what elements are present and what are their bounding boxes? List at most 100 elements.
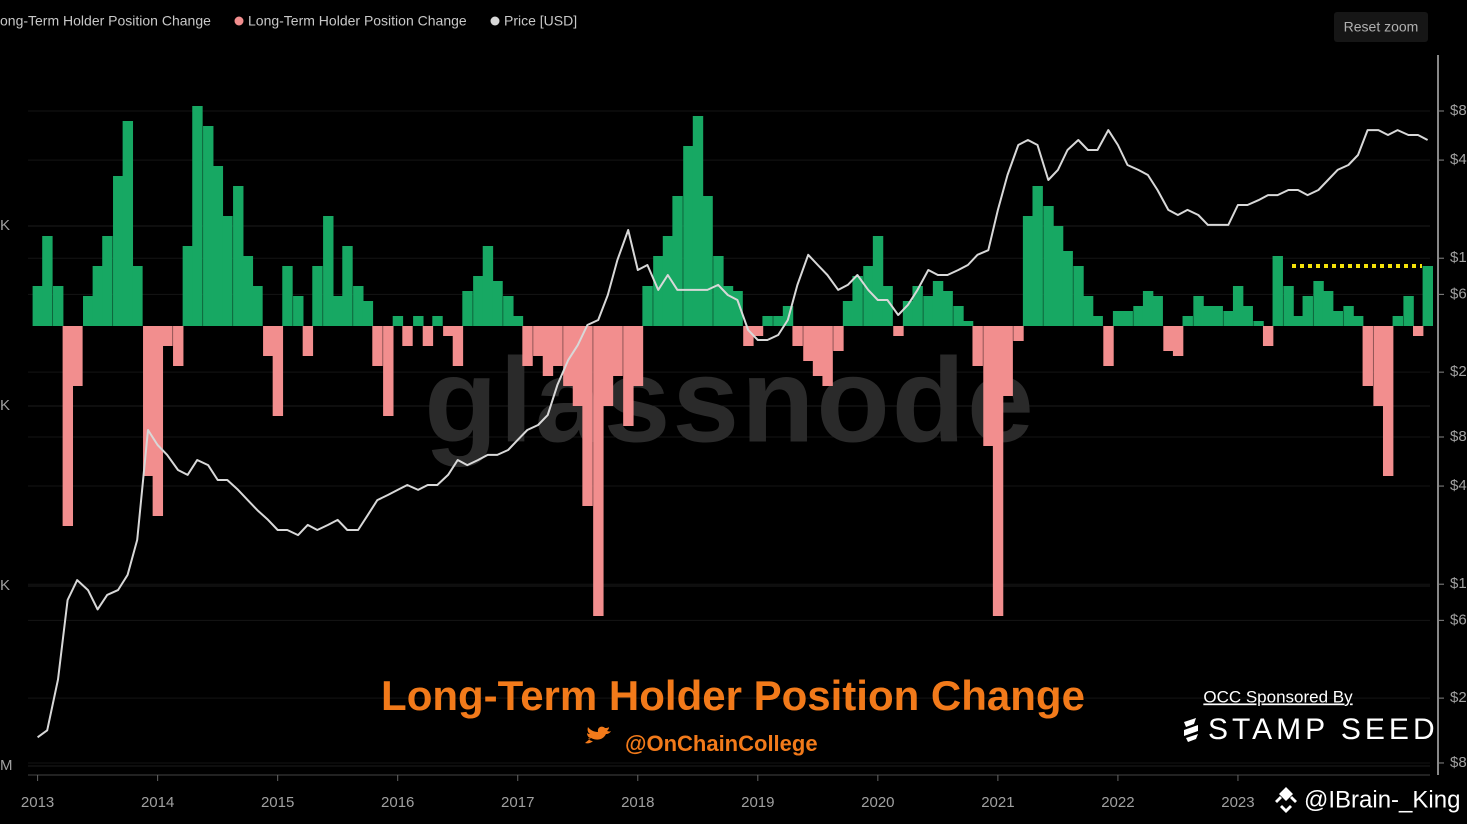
x-tick-label: 2021 (981, 794, 1014, 811)
y-tick-label: K (0, 577, 10, 594)
bar (702, 196, 713, 326)
bar (1362, 326, 1373, 386)
bar (1313, 281, 1324, 326)
bar (672, 196, 683, 326)
bar (743, 326, 754, 346)
bar (653, 256, 664, 326)
y2-tick-label: $1 (1450, 249, 1467, 266)
bar (893, 326, 904, 336)
bar (593, 326, 604, 616)
bar (992, 326, 1004, 616)
bar (32, 286, 44, 326)
y2-tick-label: $2 (1450, 363, 1467, 380)
x-tick-label: 2017 (501, 794, 534, 811)
bar (233, 186, 244, 326)
bar (402, 326, 413, 346)
bar (482, 246, 494, 326)
bar (1382, 326, 1394, 476)
bar (872, 236, 884, 326)
bar (1302, 296, 1313, 326)
bar (722, 286, 734, 326)
bar (902, 301, 914, 326)
bar (1002, 326, 1013, 396)
bar (152, 326, 164, 516)
sponsor-label: OCC Sponsored By (1203, 687, 1353, 706)
bar (203, 126, 214, 326)
bar (122, 121, 134, 326)
bar (1292, 316, 1304, 326)
bar (162, 326, 173, 346)
watermark: glassnode (424, 334, 1036, 468)
bar (132, 266, 143, 326)
bar (452, 326, 464, 366)
bar (392, 316, 404, 326)
bar (1202, 306, 1214, 326)
bar (422, 326, 434, 346)
bar (1073, 266, 1084, 326)
bar (113, 176, 124, 326)
bar (1013, 326, 1024, 341)
bar (323, 216, 334, 326)
bar (833, 326, 844, 351)
bar (222, 216, 233, 326)
bar (293, 296, 304, 326)
bar (192, 106, 203, 326)
y-tick-label: M (0, 757, 13, 774)
bar (362, 301, 374, 326)
bar (1392, 316, 1403, 326)
y-tick-label: K (0, 217, 10, 234)
bar (1032, 186, 1043, 326)
bar (732, 291, 743, 326)
bar (342, 246, 353, 326)
bar (692, 116, 704, 326)
bar (983, 326, 994, 446)
bar (182, 246, 194, 326)
bar (72, 326, 83, 386)
bar (383, 326, 394, 416)
bar (713, 256, 724, 326)
bar (1373, 326, 1384, 406)
x-tick-label: 2018 (621, 794, 654, 811)
bar (912, 286, 923, 326)
twitter-icon (585, 726, 611, 744)
bar (623, 326, 634, 426)
y2-tick-label: $6 (1450, 611, 1467, 628)
bar (522, 326, 533, 366)
bar (212, 166, 224, 326)
credit: @IBrain-_King (1304, 786, 1460, 813)
bar (563, 326, 574, 386)
bar (263, 326, 274, 356)
bar (432, 316, 443, 326)
grid (28, 110, 1430, 767)
bar (572, 326, 584, 406)
bar (1322, 291, 1334, 326)
y2-tick-label: $8 (1450, 428, 1467, 445)
bar (332, 296, 344, 326)
bar (1422, 266, 1434, 326)
bar (1022, 216, 1034, 326)
reset-zoom-button[interactable] (1334, 12, 1428, 42)
bar (1112, 311, 1124, 326)
bar (282, 266, 293, 326)
bar (1062, 251, 1073, 326)
y2-tick-label: $8 (1450, 102, 1467, 119)
y2-tick-label: $4 (1450, 477, 1467, 494)
bar (803, 326, 814, 361)
handle: @OnChainCollege (625, 731, 818, 756)
bar (863, 266, 874, 326)
bar (1133, 306, 1144, 326)
bar (53, 286, 64, 326)
chart-title: Long-Term Holder Position Change (381, 672, 1085, 719)
price-line (37, 129, 1429, 739)
reset-zoom-label[interactable]: Reset zoom (1344, 19, 1419, 35)
bar (1172, 326, 1184, 356)
bar (1403, 296, 1414, 326)
y2-tick-label: $1 (1450, 575, 1467, 592)
legend-label: Price [USD] (504, 13, 577, 29)
bar (462, 291, 473, 326)
bar (1052, 226, 1064, 326)
bar (642, 286, 653, 326)
x-tick-label: 2013 (21, 794, 54, 811)
bar (1142, 291, 1154, 326)
